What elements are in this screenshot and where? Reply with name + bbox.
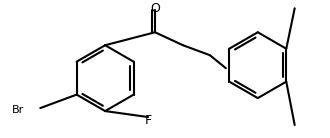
Text: F: F bbox=[145, 114, 151, 127]
Text: Br: Br bbox=[12, 105, 24, 115]
Text: O: O bbox=[150, 2, 160, 15]
